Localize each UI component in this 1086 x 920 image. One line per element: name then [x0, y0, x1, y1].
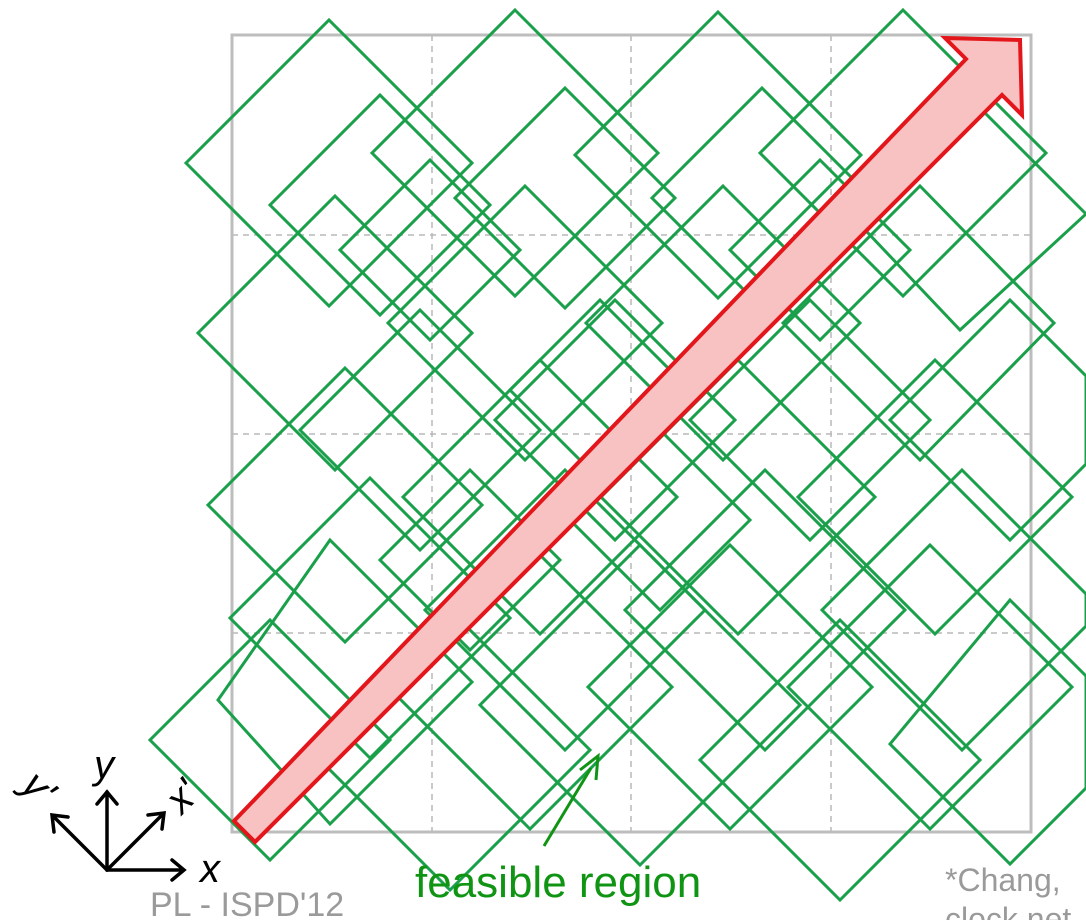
diamond: [795, 357, 1075, 637]
diamond: [183, 17, 475, 309]
citation-line-1: *Chang,: [945, 862, 1061, 898]
x-rot-axis-arrowhead-icon: [146, 810, 167, 831]
diamond: [757, 7, 1049, 299]
y-axis-label: y: [91, 743, 117, 787]
diamond: [887, 597, 1086, 867]
y-axis-arrowhead-icon: [95, 789, 119, 806]
diamond: [195, 193, 475, 473]
coordinate-axes: x y x' y': [11, 743, 222, 891]
diamond: [622, 467, 908, 753]
grid-frame: [230, 33, 1033, 834]
diamond: [452, 85, 678, 311]
diamond: [297, 307, 543, 553]
y-rot-axis-arrowhead-icon: [50, 812, 70, 834]
diamond: [697, 617, 983, 903]
diamond: [585, 542, 875, 832]
x-rot-axis: [105, 812, 165, 872]
diamond: [727, 157, 913, 343]
feasible-region-annotation: feasible region: [415, 752, 701, 907]
diamond: [337, 157, 523, 343]
diamond: [216, 537, 475, 827]
diamond: [780, 183, 1057, 463]
diamond: [477, 542, 803, 868]
feasible-region-label: feasible region: [415, 858, 701, 907]
diamond: [819, 467, 1086, 753]
footer-source: PL - ISPD'12: [150, 886, 344, 920]
diamond: [369, 7, 661, 299]
x-axis-arrowhead-icon: [170, 858, 187, 882]
diamond: [785, 542, 1075, 832]
y-rot-axis-label: y': [11, 761, 65, 815]
diamond: [205, 365, 485, 645]
diamond: [385, 183, 665, 463]
diamond: [887, 297, 1086, 543]
pointer-arrowhead-icon: [579, 752, 600, 781]
diamond: [572, 9, 864, 301]
y-rot-axis: [51, 814, 109, 872]
direction-arrow: [231, 35, 1025, 845]
citation-line-2: clock net: [945, 901, 1071, 920]
diamond: [687, 297, 933, 543]
red-arrow-icon: [231, 35, 1025, 845]
x-axis-label: x: [198, 847, 222, 891]
diamond: [267, 92, 493, 318]
pointer-line: [542, 767, 593, 847]
